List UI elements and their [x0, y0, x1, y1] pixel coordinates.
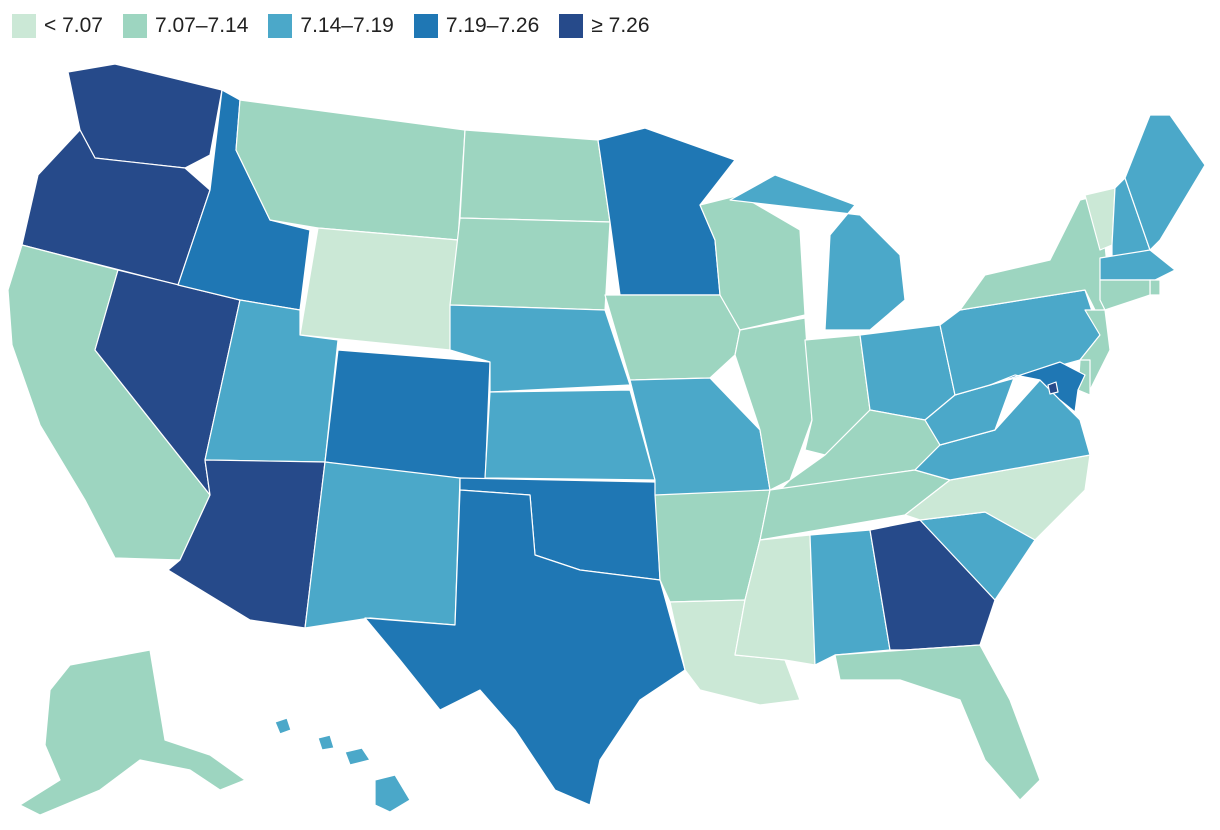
state-MI[interactable] [729, 174, 906, 331]
legend-label: 7.07–7.14 [154, 14, 249, 37]
legend-item-lt-7-07: < 7.07 [12, 14, 103, 38]
legend-label: ≥ 7.26 [591, 14, 650, 37]
state-TX[interactable] [364, 489, 686, 806]
state-DC[interactable] [1047, 381, 1059, 395]
state-AK[interactable] [19, 649, 246, 816]
state-MA[interactable] [1099, 249, 1176, 281]
legend-swatch [12, 14, 36, 38]
legend-label: 7.14–7.19 [300, 14, 394, 37]
state-KS[interactable] [484, 389, 656, 481]
legend-item-7-07-7-14: 7.07–7.14 [122, 14, 249, 38]
legend-swatch [413, 14, 438, 38]
legend-item-7-19-7-26: 7.19–7.26 [413, 14, 540, 38]
legend-label: 7.19–7.26 [445, 14, 540, 37]
state-RI[interactable] [1149, 279, 1161, 296]
state-OH[interactable] [859, 324, 956, 421]
state-CT[interactable] [1099, 279, 1151, 311]
state-SD[interactable] [449, 217, 611, 311]
state-WY[interactable] [299, 227, 459, 351]
legend-label: < 7.07 [44, 14, 103, 37]
legend-item-7-14-7-19: 7.14–7.19 [268, 14, 394, 38]
legend-swatch [559, 14, 584, 38]
state-ND[interactable] [459, 129, 611, 223]
state-IL[interactable] [734, 317, 813, 491]
state-MT[interactable] [235, 99, 466, 241]
state-NM[interactable] [304, 461, 461, 629]
state-FL[interactable] [834, 644, 1041, 801]
legend-swatch [268, 14, 293, 38]
legend-item-gte-7-26: ≥ 7.26 [559, 14, 650, 38]
state-HI[interactable] [274, 717, 411, 813]
state-IA[interactable] [604, 294, 741, 381]
legend: < 7.07 7.07–7.14 7.14–7.19 7.19–7.26 ≥ 7… [12, 14, 670, 38]
legend-swatch [122, 14, 147, 38]
state-MD[interactable] [989, 361, 1086, 413]
